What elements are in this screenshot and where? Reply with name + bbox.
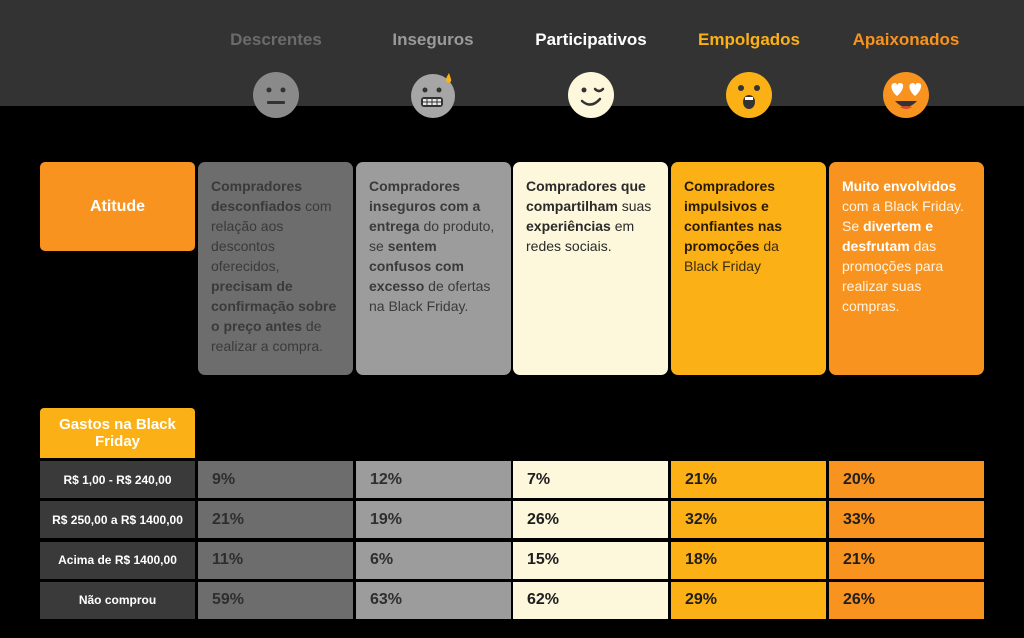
column-title-empolgados: Empolgados [697,30,800,49]
attitude-card-inseguros: Compradores inseguros com a entrega do p… [356,162,511,375]
attitude-text-segment: divertem e desfrutam [842,218,934,254]
surprised-face-icon [726,72,772,118]
column-title-descrentes: Descrentes [230,30,322,49]
attitude-card-apaixonados: Muito envolvidos com a Black Friday. Se … [829,162,984,375]
spending-cell: 7% [513,461,668,498]
spending-cell: 32% [671,501,826,539]
spending-cell: 11% [198,541,353,579]
spending-cell: 62% [513,581,668,619]
attitude-label: Atitude [40,162,195,251]
column-title-participativos: Participativos [535,30,647,49]
spending-cell: 21% [671,461,826,498]
attitude-text-segment: precisam de confirmação sobre o preço an… [211,278,337,334]
attitude-card-empolgados: Compradores impulsivos e confiantes nas … [671,162,826,375]
spending-row-label: Acima de R$ 1400,00 [40,541,195,579]
attitude-text-segment: com a Black Friday. Se [842,198,964,234]
attitude-text-segment: Compradores que compartilham [526,178,646,214]
grimacing-sweat-face-icon [411,73,455,118]
spending-cell: 63% [356,581,511,619]
spending-cell: 21% [829,541,984,579]
attitude-text-segment: do produto, se [369,218,495,254]
spending-cell: 26% [513,501,668,539]
attitude-text-segment: da Black Friday [684,238,779,274]
attitude-text-segment: experiências [526,218,611,234]
header-band [0,0,1024,106]
spending-cell: 19% [356,501,511,539]
attitude-text-segment: Muito envolvidos [842,178,957,194]
attitude-text-segment: de realizar a compra. [211,318,324,354]
spending-cell: 9% [198,461,353,498]
spending-label: Gastos na Black Friday [40,408,195,458]
spending-row-label: R$ 1,00 - R$ 240,00 [40,461,195,498]
attitude-text-segment: com relação aos descontos oferecidos, [211,198,332,274]
attitude-text-segment: suas [617,198,652,214]
column-title-apaixonados: Apaixonados [852,30,960,49]
spending-cell: 21% [198,501,353,539]
winking-face-icon [568,72,614,118]
spending-cell: 26% [829,581,984,619]
attitude-text-segment: das promoções para realizar suas compras… [842,238,944,314]
attitude-card-participativos: Compradores que compartilham suas experi… [513,162,668,375]
column-title-inseguros: Inseguros [392,30,474,49]
attitude-text-segment: Compradores impulsivos e confiantes nas … [684,178,783,254]
spending-cell: 15% [513,541,668,579]
spending-cell: 12% [356,461,511,498]
attitude-text-segment: Compradores inseguros com a entrega [369,178,481,234]
spending-row-label: Não comprou [40,581,195,619]
heart-eyes-face-icon [883,72,929,118]
spending-cell: 33% [829,501,984,539]
attitude-card-descrentes: Compradores desconfiados com relação aos… [198,162,353,375]
spending-cell: 18% [671,541,826,579]
spending-cell: 29% [671,581,826,619]
spending-cell: 59% [198,581,353,619]
spending-cell: 6% [356,541,511,579]
spending-row-label: R$ 250,00 a R$ 1400,00 [40,501,195,539]
attitude-text-segment: Compradores desconfiados [211,178,303,214]
attitude-text-segment: de ofertas na Black Friday. [369,278,491,314]
attitude-text-segment: em redes sociais. [526,218,635,254]
neutral-face-icon [253,72,299,118]
attitude-text-segment: sentem confusos com excesso [369,238,464,294]
spending-cell: 20% [829,461,984,498]
